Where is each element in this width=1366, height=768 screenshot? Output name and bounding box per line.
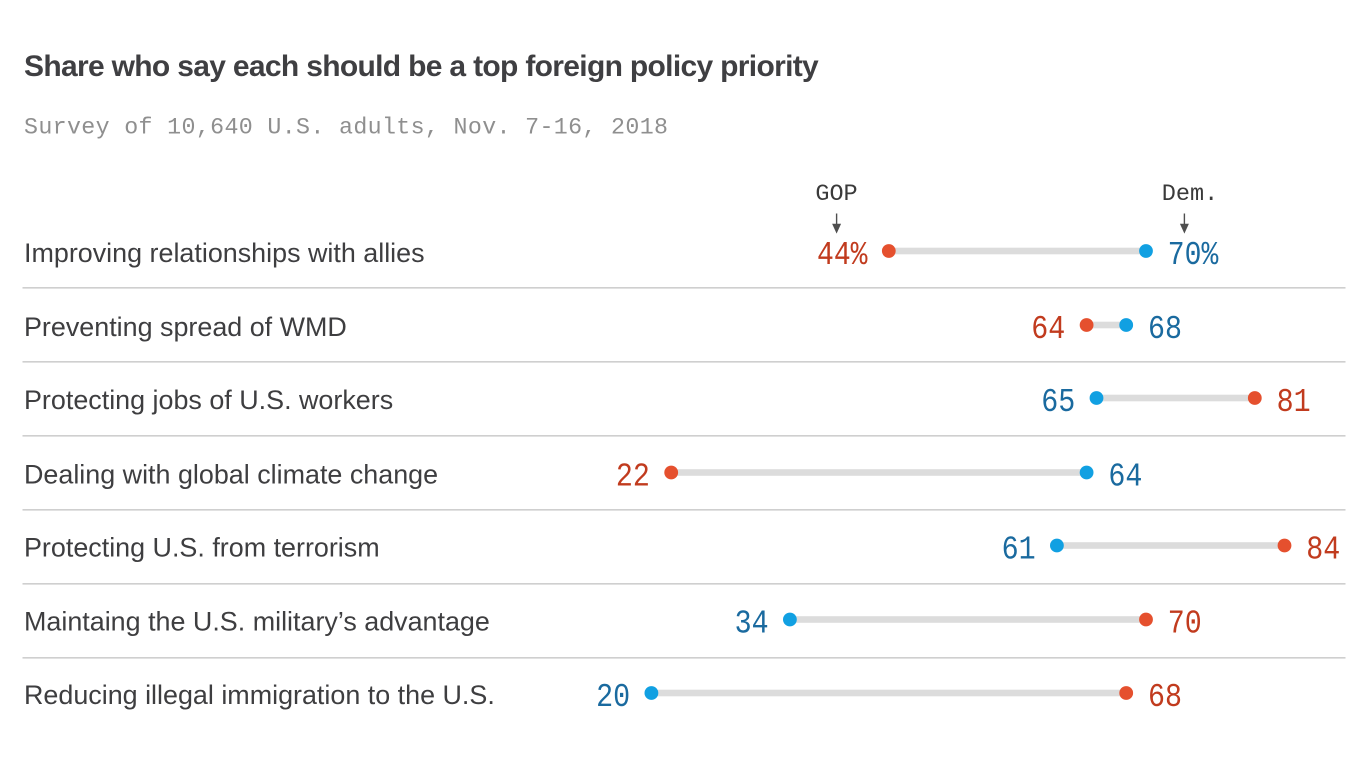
svg-text:GOP: GOP <box>815 181 857 208</box>
svg-text:68: 68 <box>1148 311 1182 348</box>
svg-text:Protecting jobs of U.S. worker: Protecting jobs of U.S. workers <box>24 385 393 415</box>
svg-text:Improving relationships with a: Improving relationships with allies <box>24 238 425 268</box>
svg-text:Preventing spread of WMD: Preventing spread of WMD <box>24 312 347 342</box>
svg-text:Reducing illegal immigration t: Reducing illegal immigration to the U.S. <box>24 680 495 710</box>
svg-text:Share who say each should be a: Share who say each should be a top forei… <box>24 50 819 83</box>
svg-text:84: 84 <box>1306 531 1340 568</box>
svg-text:Survey of 10,640 U.S. adults,: Survey of 10,640 U.S. adults, Nov. 7-16,… <box>24 115 668 141</box>
svg-text:65: 65 <box>1041 384 1075 421</box>
svg-text:68: 68 <box>1148 679 1182 716</box>
svg-text:Maintaing the U.S. military’s: Maintaing the U.S. military’s advantage <box>24 607 490 637</box>
svg-text:64: 64 <box>1031 311 1065 348</box>
svg-text:81: 81 <box>1277 384 1311 421</box>
svg-text:70%: 70% <box>1168 237 1219 274</box>
svg-text:64: 64 <box>1108 458 1142 495</box>
svg-text:70: 70 <box>1168 605 1202 642</box>
svg-text:34: 34 <box>735 605 769 642</box>
svg-text:44%: 44% <box>817 237 868 274</box>
svg-text:22: 22 <box>616 458 650 495</box>
svg-text:Dealing with global climate ch: Dealing with global climate change <box>24 460 438 490</box>
svg-text:Protecting U.S. from terrorism: Protecting U.S. from terrorism <box>24 533 380 563</box>
svg-text:20: 20 <box>596 679 630 716</box>
svg-text:Dem.: Dem. <box>1162 181 1218 208</box>
svg-text:61: 61 <box>1002 531 1036 568</box>
